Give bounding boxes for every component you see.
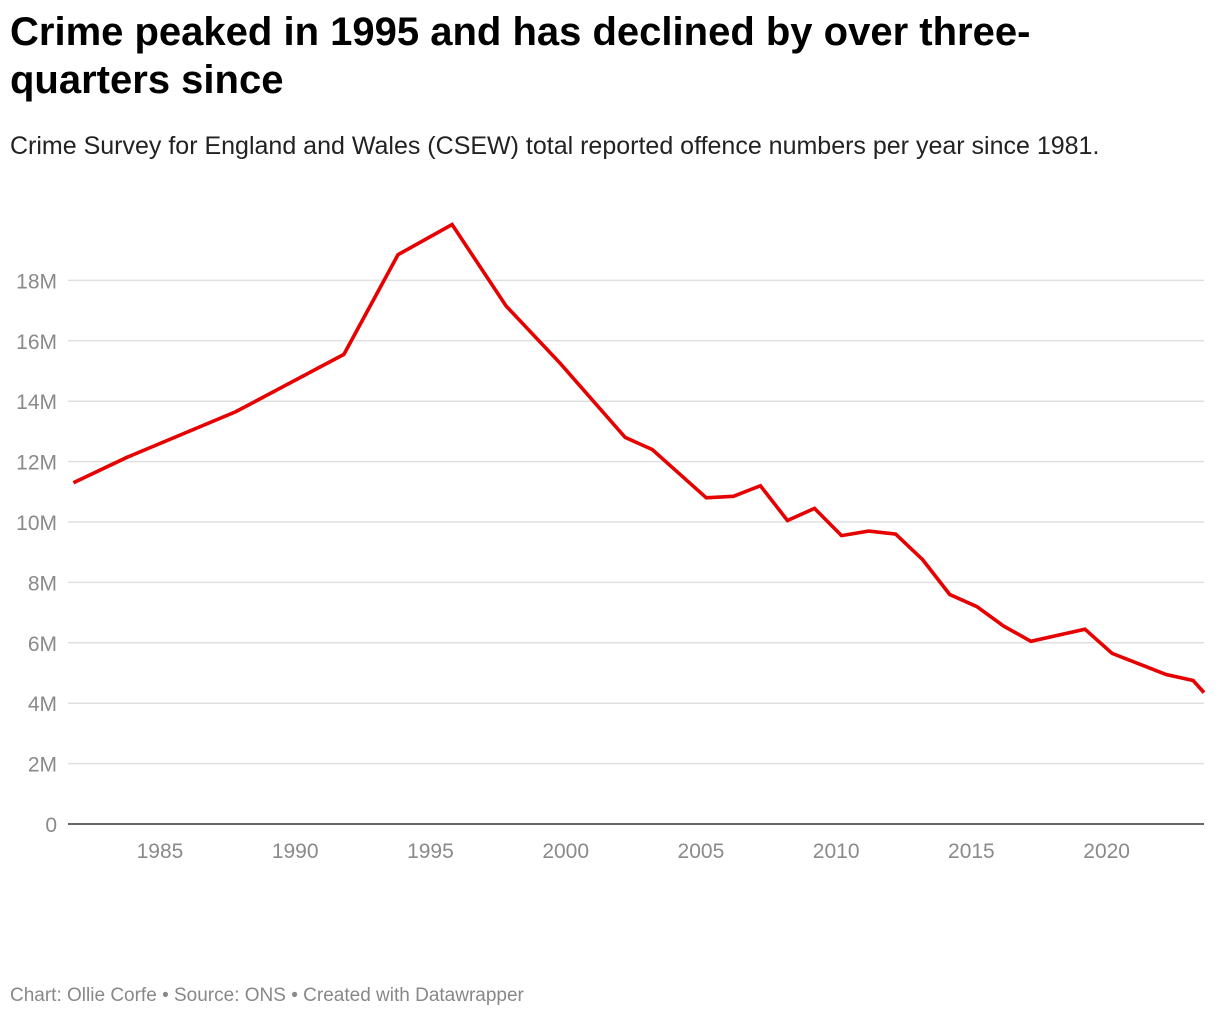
data-point	[1056, 633, 1060, 637]
x-tick-label: 2020	[1083, 840, 1130, 863]
data-point	[704, 496, 708, 500]
x-tick-label: 2000	[542, 840, 589, 863]
data-point	[1029, 639, 1033, 643]
data-point	[840, 534, 844, 538]
data-point	[504, 304, 508, 308]
data-point	[677, 472, 681, 476]
chart-title: Crime peaked in 1995 and has declined by…	[10, 10, 1031, 102]
series-layer	[71, 222, 1206, 695]
footer-created-with: Created with Datawrapper	[303, 985, 524, 1006]
data-point	[71, 481, 75, 485]
data-point	[948, 592, 952, 596]
data-point	[894, 532, 898, 536]
data-point	[623, 435, 627, 439]
data-point	[1191, 679, 1195, 683]
y-tick-label: 8M	[28, 572, 57, 595]
y-tick-label: 2M	[28, 754, 57, 777]
data-point	[785, 518, 789, 522]
data-point	[1083, 627, 1087, 631]
data-point	[731, 494, 735, 498]
data-point	[921, 558, 925, 562]
chart-subtitle: Crime Survey for England and Wales (CSEW…	[10, 132, 1100, 160]
chart-footer: Chart: Ollie Corfe • Source: ONS • Creat…	[10, 984, 524, 1008]
data-point	[450, 223, 454, 227]
y-tick-label: 0	[45, 814, 57, 837]
x-tick-label: 2010	[813, 840, 860, 863]
data-point	[234, 410, 238, 414]
footer-source-label: Source:	[174, 985, 240, 1006]
x-tick-label: 1990	[272, 840, 319, 863]
footer-credit-author: Ollie Corfe	[67, 985, 157, 1006]
data-point	[867, 529, 871, 533]
data-point	[126, 455, 130, 459]
data-point	[1110, 651, 1114, 655]
series-line	[72, 222, 1206, 694]
data-point	[1137, 662, 1141, 666]
data-point	[558, 361, 562, 365]
x-tick-label: 2005	[678, 840, 725, 863]
y-tick-label: 16M	[16, 331, 57, 354]
data-point	[758, 484, 762, 488]
footer-separator: •	[162, 985, 169, 1006]
footer-source-name: ONS	[244, 985, 286, 1006]
data-point	[396, 253, 400, 257]
data-point	[1202, 691, 1206, 695]
data-point	[813, 506, 817, 510]
y-tick-label: 6M	[28, 633, 57, 656]
gridlines	[68, 279, 1204, 825]
y-tick-label: 4M	[28, 693, 57, 716]
y-tick-label: 18M	[16, 270, 57, 293]
data-point	[975, 605, 979, 609]
y-tick-label: 14M	[16, 391, 57, 414]
data-point	[1002, 624, 1006, 628]
x-tick-label: 1985	[137, 840, 184, 863]
footer-credit-label: Chart:	[10, 985, 62, 1006]
x-tick-label: 2015	[948, 840, 995, 863]
y-axis-labels: 0 2M 4M 6M 8M 10M 12M 14M 16M 18M	[16, 270, 57, 837]
x-tick-label: 1995	[407, 840, 454, 863]
y-tick-label: 10M	[16, 512, 57, 535]
footer-separator: •	[291, 985, 298, 1006]
data-point	[1164, 673, 1168, 677]
data-point	[342, 352, 346, 356]
x-axis-labels: 1985 1990 1995 2000 2005 2010 2015 2020	[137, 840, 1130, 863]
y-tick-label: 12M	[16, 452, 57, 475]
data-point	[650, 448, 654, 452]
